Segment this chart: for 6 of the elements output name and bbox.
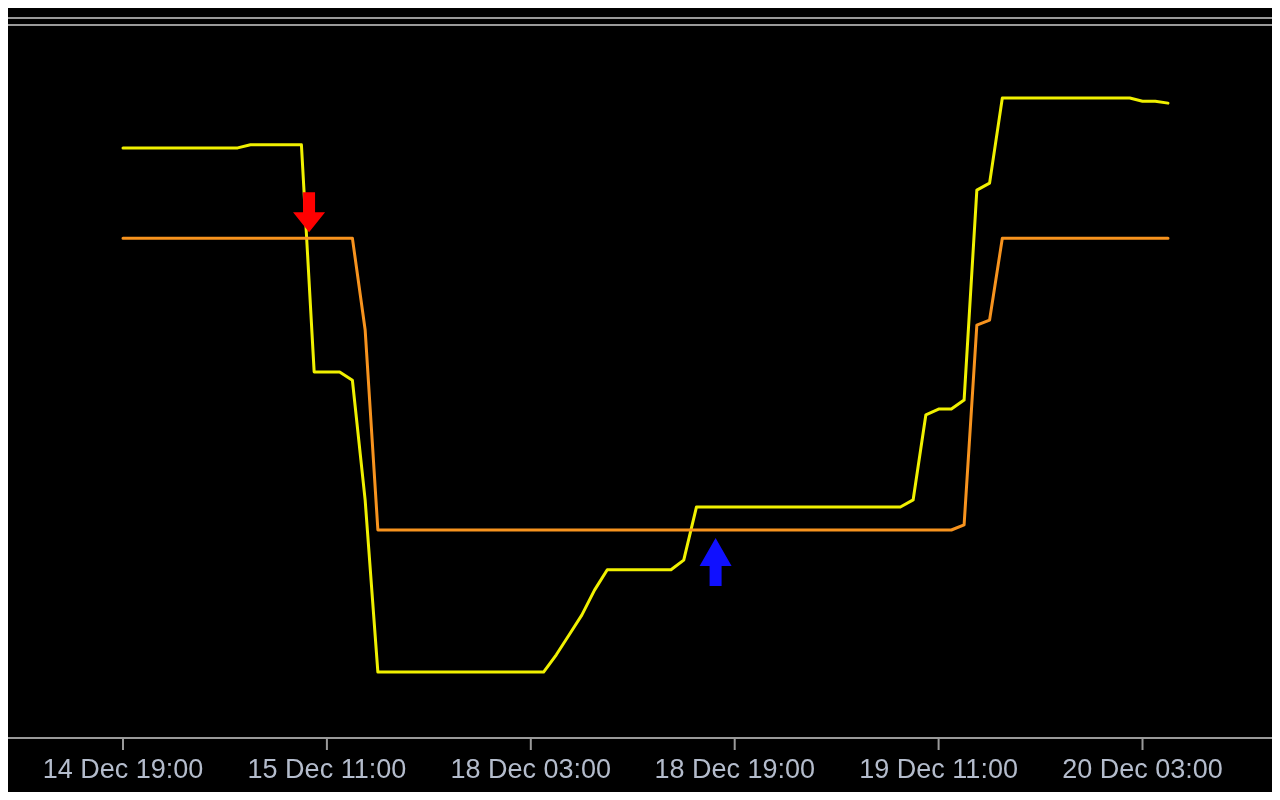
x-tick-label: 20 Dec 03:00 bbox=[1062, 754, 1223, 784]
x-tick-label: 14 Dec 19:00 bbox=[42, 754, 204, 784]
x-tick-label: 18 Dec 03:00 bbox=[450, 754, 612, 784]
x-tick-label: 15 Dec 11:00 bbox=[247, 754, 407, 784]
x-tick-label: 18 Dec 19:00 bbox=[654, 754, 816, 784]
x-tick-label: 19 Dec 11:00 bbox=[859, 754, 1018, 784]
